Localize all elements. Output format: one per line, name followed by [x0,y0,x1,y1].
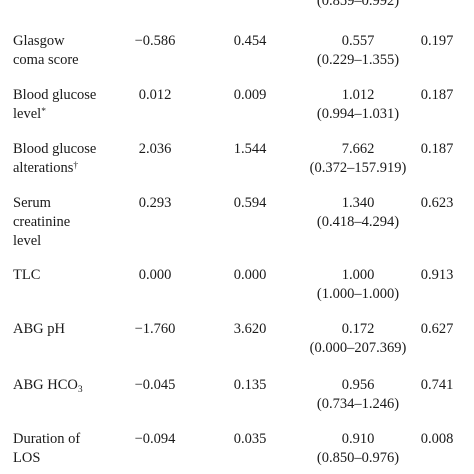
variable-name-line: alterations† [13,159,123,178]
variable-name: Duration of LOS [13,430,123,468]
odds-ratio-cell: 0.557 (0.229–1.355) [283,32,433,70]
odds-ratio: 1.340 [341,195,375,211]
odds-ratio-cell: 1.340 (0.418–4.294) [283,194,433,232]
variable-name-line: ABG pH [13,321,65,337]
standard-error: 0.035 [233,431,267,447]
p-value: 0.187 [420,87,454,103]
variable-name-text: level [13,106,42,122]
odds-ratio: 0.172 [341,321,375,337]
variable-name-text: alterations [13,160,74,176]
odds-ratio: 7.662 [341,141,375,157]
odds-ratio-cell: 0.956 (0.734–1.246) [283,376,433,414]
variable-name: Blood glucose alterations† [13,140,123,178]
variable-name-line: level* [13,105,123,124]
variable-name-line: Duration of [13,431,81,447]
coefficient-b: 2.036 [138,141,172,157]
variable-name: Blood glucose level* [13,86,123,124]
odds-ratio-ci: (0.418–4.294) [316,214,400,230]
odds-ratio: 0.557 [341,33,375,49]
subscript: 3 [77,385,83,395]
odds-ratio-cell: 7.662 (0.372–157.919) [283,140,433,178]
variable-name-line: Serum [13,195,51,211]
variable-name-line: creatinine [13,214,71,230]
odds-ratio-ci: (0.372–157.919) [309,160,407,176]
standard-error: 0.000 [233,267,267,283]
odds-ratio: 0.910 [341,431,375,447]
odds-ratio: 0.956 [341,377,375,393]
odds-ratio-ci: (0.859–0.992) [316,0,400,9]
odds-ratio-cell: 0.172 (0.000–207.369) [283,320,433,358]
odds-ratio-ci: (0.994–1.031) [316,106,400,122]
variable-name: Serum creatinine level [13,194,123,251]
variable-name: ABG pH [13,320,123,339]
variable-name-line: ABG HCO3 [13,376,123,395]
standard-error: 0.454 [233,33,267,49]
variable-name-line: level [13,233,42,249]
footnote-mark: * [41,107,46,117]
variable-name-text: ABG HCO [13,377,78,393]
odds-ratio-cell: 1.000 (1.000–1.000) [283,266,433,304]
odds-ratio-ci: (1.000–1.000) [316,286,400,302]
coefficient-b: 0.012 [138,87,172,103]
p-value: 0.197 [420,33,454,49]
p-value: 0.913 [420,267,454,283]
variable-name-line: Blood glucose [13,141,97,157]
odds-ratio: 1.012 [341,87,375,103]
standard-error: 1.544 [233,141,267,157]
coefficient-b: −0.094 [134,431,176,447]
variable-name-line: TLC [13,267,41,283]
p-value: 0.187 [420,141,454,157]
variable-name: ABG HCO3 [13,376,123,395]
p-value: 0.627 [420,321,454,337]
coefficient-b: −0.586 [134,33,176,49]
coefficient-b: 0.000 [138,267,172,283]
odds-ratio-cell: 1.012 (0.994–1.031) [283,86,433,124]
coefficient-b: −1.760 [134,321,176,337]
variable-name-line: LOS [13,450,41,466]
standard-error: 3.620 [233,321,267,337]
variable-name: TLC [13,266,123,285]
coefficient-b: 0.293 [138,195,172,211]
standard-error: 0.594 [233,195,267,211]
odds-ratio-ci: (0.850–0.976) [316,450,400,466]
variable-name-line: Glasgow [13,33,65,49]
standard-error: 0.135 [233,377,267,393]
odds-ratio-ci: (0.000–207.369) [309,340,407,356]
variable-name-line: coma score [13,52,79,68]
standard-error: 0.009 [233,87,267,103]
odds-ratio: 1.000 [341,267,375,283]
odds-ratio-cell: 0.910 (0.850–0.976) [283,430,433,468]
odds-ratio-ci: (0.734–1.246) [316,396,400,412]
p-value: 0.623 [420,195,454,211]
coefficient-b: −0.045 [134,377,176,393]
variable-name: Glasgow coma score [13,32,123,70]
odds-ratio-ci: (0.229–1.355) [316,52,400,68]
p-value: 0.741 [420,377,454,393]
variable-name-line: Blood glucose [13,87,97,103]
footnote-mark: † [73,161,79,171]
p-value: 0.008 [420,431,454,447]
